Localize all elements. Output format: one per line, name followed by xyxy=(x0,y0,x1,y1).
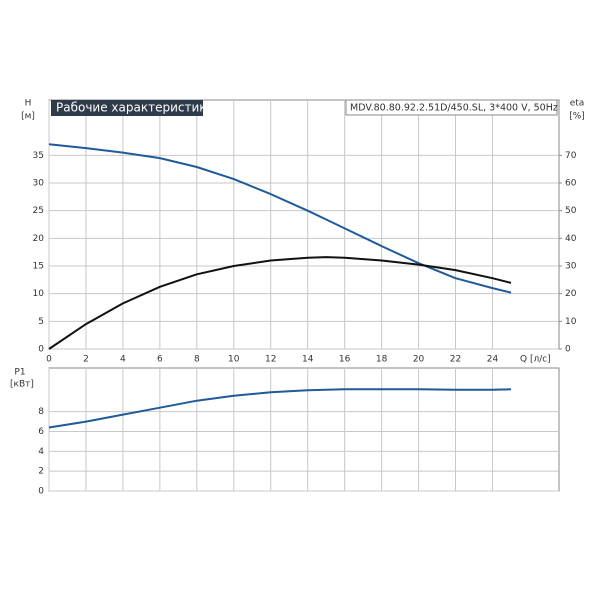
x-tick-label: 8 xyxy=(194,355,200,365)
top-frame xyxy=(48,99,560,350)
chart-subtitle: MDV.80.80.92.2.51D/450.SL, 3*400 V, 50Hz xyxy=(350,103,558,114)
x-tick-label: 24 xyxy=(487,355,499,365)
x-label: Q [л/с] xyxy=(520,355,551,365)
y-tick-label: 10 xyxy=(33,289,45,299)
bottom-frame xyxy=(48,367,560,492)
x-tick-label: 18 xyxy=(376,355,388,365)
y2-tick-label: 10 xyxy=(565,317,577,327)
y2-unit: [%] xyxy=(569,112,585,122)
curve xyxy=(48,256,512,350)
y-tick-label: 6 xyxy=(38,427,44,437)
grid: 0 2 4 6 8 10 12 14 16 18 20 22 240510152025303501020… xyxy=(33,100,577,497)
y-tick-label: 25 xyxy=(33,206,44,216)
y2-tick-label: 20 xyxy=(565,289,577,299)
curve xyxy=(48,143,512,294)
subtitle-box xyxy=(345,99,558,116)
chart-title: Рабочие характеристики xyxy=(56,101,214,115)
marks xyxy=(48,143,512,429)
y-tick-label: 15 xyxy=(33,262,44,272)
y-label: P1 xyxy=(14,368,25,378)
y-unit: [м] xyxy=(21,112,35,122)
x-tick-label: 22 xyxy=(450,355,461,365)
curve xyxy=(48,388,512,429)
x-tick-label: 0 xyxy=(46,355,52,365)
y-unit: [кВт] xyxy=(10,380,34,390)
x-tick-label: 4 xyxy=(120,355,126,365)
x-tick-label: 10 xyxy=(228,355,240,365)
y-tick-label: 2 xyxy=(38,467,44,477)
title-box xyxy=(51,100,203,116)
x-tick-label: 6 xyxy=(157,355,163,365)
x-tick-label: 14 xyxy=(302,355,314,365)
y2-tick-label: 40 xyxy=(565,234,577,244)
y2-label: eta xyxy=(570,99,585,109)
y-tick-label: 35 xyxy=(33,151,44,161)
x-tick-label: 16 xyxy=(339,355,351,365)
y2-tick-label: 0 xyxy=(565,345,571,355)
x-tick-label: 12 xyxy=(265,355,276,365)
y-tick-label: 0 xyxy=(38,487,44,497)
y-label: H xyxy=(25,99,32,109)
y2-tick-label: 30 xyxy=(565,262,577,272)
y2-tick-label: 50 xyxy=(565,206,577,216)
y-tick-label: 30 xyxy=(33,179,45,189)
y-tick-label: 5 xyxy=(38,317,44,327)
y-tick-label: 4 xyxy=(38,447,44,457)
x-tick-label: 20 xyxy=(413,355,425,365)
x-tick-label: 2 xyxy=(83,355,89,365)
y2-tick-label: 70 xyxy=(565,151,577,161)
y-tick-label: 20 xyxy=(33,234,45,244)
y2-tick-label: 60 xyxy=(565,179,577,189)
y-tick-label: 8 xyxy=(38,407,44,417)
y-tick-label: 0 xyxy=(38,345,44,355)
